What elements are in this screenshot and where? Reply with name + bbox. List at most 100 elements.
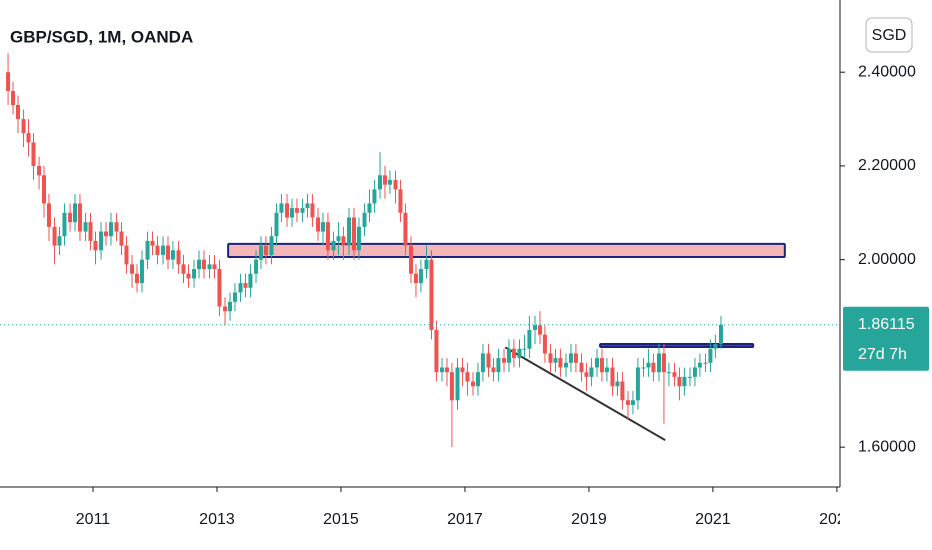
y-tick-label: 2.20000	[858, 157, 916, 174]
candle-body	[646, 362, 651, 368]
candle-body	[232, 292, 237, 302]
candle-body	[610, 367, 615, 387]
last-price-label: 1.86115	[858, 316, 915, 333]
candle-body	[393, 179, 398, 190]
candle-body	[480, 353, 485, 373]
candle-body	[455, 367, 460, 401]
candle-body	[356, 226, 361, 251]
candle-body	[692, 367, 697, 377]
candle-body	[713, 344, 718, 349]
candle-body	[212, 264, 217, 270]
candle-body	[449, 372, 454, 401]
candle-body	[289, 208, 294, 218]
zone	[227, 242, 786, 258]
candle-body	[161, 245, 166, 255]
candle-body	[502, 358, 506, 363]
candle-body	[336, 236, 341, 241]
candle-body	[227, 301, 232, 312]
candle-body	[517, 348, 522, 359]
candle-body	[294, 208, 299, 213]
candle-body	[703, 362, 708, 364]
x-tick-label: 2019	[571, 511, 607, 528]
candle-body	[579, 362, 584, 373]
candle-body	[440, 367, 445, 373]
candle-body	[568, 353, 573, 363]
candle-body	[372, 189, 377, 204]
currency-button[interactable]	[865, 17, 913, 53]
candle-body	[285, 203, 290, 218]
candle-body	[548, 353, 553, 363]
candle-body	[584, 372, 589, 377]
candle-body	[718, 324, 723, 345]
candle-body	[367, 203, 372, 213]
countdown: 27d 7h	[858, 346, 907, 363]
candle-body	[320, 222, 325, 232]
candle-body	[300, 208, 305, 213]
candle-body	[207, 264, 212, 270]
y-tick-label: 2.00000	[858, 251, 916, 268]
candle-body	[108, 222, 113, 237]
candle-body	[434, 329, 439, 373]
candle-body	[269, 236, 274, 255]
candle-body	[651, 362, 656, 373]
candle-body	[99, 231, 104, 251]
candle-body	[418, 269, 423, 284]
candle-body	[243, 283, 248, 288]
candle-body	[573, 353, 578, 363]
candle-body	[192, 269, 197, 279]
candle-body	[403, 212, 408, 246]
candle-body	[26, 133, 31, 143]
candle-body	[274, 212, 279, 237]
last-price-box	[843, 306, 929, 371]
candle-body	[387, 179, 392, 185]
candle-body	[310, 203, 315, 218]
candle-body	[471, 381, 476, 387]
y-tick-label: 2.40000	[858, 63, 916, 80]
candle-body	[119, 231, 124, 246]
candle-body	[635, 367, 640, 401]
candle-body	[223, 306, 228, 312]
candle-body	[424, 259, 429, 270]
candle-body	[258, 245, 263, 260]
candle-body	[15, 104, 20, 120]
candle-body	[677, 376, 682, 387]
candle-body	[429, 259, 434, 330]
candle-body	[362, 212, 367, 227]
candle-body	[145, 240, 150, 260]
candle-body	[181, 264, 186, 274]
candle-body	[68, 212, 73, 223]
x-tick-label: 2021	[695, 511, 731, 528]
candle-body	[511, 348, 516, 359]
candle-body	[444, 367, 449, 373]
candle-body	[254, 259, 259, 274]
candle-body	[104, 231, 109, 237]
candle-body	[465, 372, 470, 382]
candle-body	[42, 175, 47, 204]
candle-body	[347, 217, 352, 246]
candle-body	[594, 358, 599, 368]
candle-body	[31, 142, 36, 166]
candle-body	[604, 367, 609, 373]
candle-body	[57, 236, 62, 246]
candle-body	[238, 283, 243, 293]
candle-body	[46, 203, 51, 227]
candle-body	[37, 165, 42, 176]
candle-body	[150, 240, 155, 246]
candle-body	[52, 226, 57, 246]
candle-body	[135, 273, 140, 284]
candle-body	[532, 325, 537, 330]
candle-body	[305, 203, 310, 209]
candle-body	[217, 269, 222, 307]
candle-body	[615, 381, 620, 387]
candle-body	[73, 203, 78, 223]
candle-body	[196, 259, 201, 270]
price-panel	[840, 0, 932, 550]
candle-body	[708, 348, 713, 363]
candle-body	[542, 334, 547, 354]
candle-body	[697, 362, 702, 368]
candle-body	[687, 376, 692, 378]
candle-body	[398, 189, 403, 213]
candle-body	[93, 240, 98, 251]
